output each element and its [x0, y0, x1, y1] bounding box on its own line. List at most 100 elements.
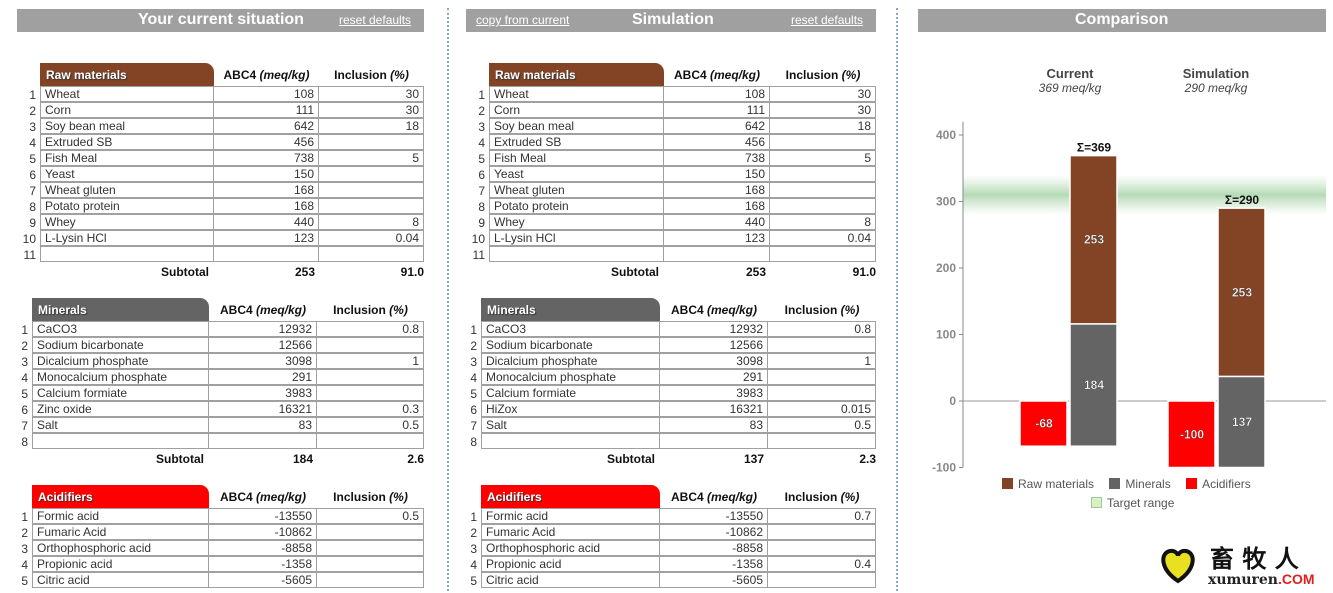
legend-label: Raw materials — [1018, 477, 1095, 491]
inclusion-input[interactable]: 0.8 — [317, 321, 424, 337]
inclusion-input[interactable]: 18 — [770, 118, 876, 134]
row-number: 4 — [21, 371, 28, 385]
raw-header-title: Raw materials — [489, 63, 664, 87]
inclusion-input[interactable] — [317, 572, 424, 588]
inclusion-input[interactable]: 0.3 — [317, 401, 424, 417]
inclusion-input[interactable] — [319, 166, 424, 182]
current-reset-defaults-link[interactable]: reset defaults — [339, 13, 412, 27]
inclusion-input[interactable]: 0.04 — [770, 230, 876, 246]
y-tick-label: 200 — [936, 261, 956, 275]
comparison-header: Comparison — [918, 9, 1326, 32]
inclusion-input[interactable]: 0.5 — [768, 417, 876, 433]
simulation-reset-defaults-link[interactable]: reset defaults — [791, 13, 864, 27]
abc4-label: ABC4 — [219, 490, 253, 504]
abc4-column-header: ABC4 (meq/kg) — [660, 485, 768, 509]
inclusion-input[interactable] — [317, 556, 424, 572]
inclusion-input[interactable]: 30 — [770, 86, 876, 102]
inclusion-input[interactable] — [770, 134, 876, 150]
inclusion-input[interactable]: 8 — [770, 214, 876, 230]
inclusion-input[interactable]: 0.8 — [768, 321, 876, 337]
row-number: 6 — [470, 403, 477, 417]
inclusion-input[interactable] — [770, 182, 876, 198]
inclusion-label: Inclusion — [333, 303, 386, 317]
abc4-value: 16321 — [209, 401, 317, 417]
inclusion-input[interactable] — [319, 198, 424, 214]
inclusion-input[interactable]: 0.04 — [319, 230, 424, 246]
inclusion-input[interactable]: 30 — [319, 102, 424, 118]
row-number: 2 — [470, 339, 477, 353]
inclusion-input[interactable] — [319, 246, 424, 262]
inclusion-input[interactable]: 0.7 — [768, 508, 876, 524]
inclusion-input[interactable] — [317, 369, 424, 385]
legend-minerals: Minerals — [1109, 477, 1171, 491]
inclusion-input[interactable]: 5 — [770, 150, 876, 166]
current-title: Your current situation — [138, 11, 304, 28]
row-number: 7 — [478, 184, 485, 198]
row-number: 1 — [21, 510, 28, 524]
ingredient-name-field — [481, 433, 660, 449]
ingredient-name-field: Wheat — [489, 86, 664, 102]
inclusion-input[interactable]: 30 — [319, 86, 424, 102]
inclusion-input[interactable]: 8 — [319, 214, 424, 230]
legend-label: Acidifiers — [1202, 477, 1251, 491]
table-row: 1 Wheat 108 30 — [465, 86, 876, 103]
ingredient-name-field: Dicalcium phosphate — [481, 353, 660, 369]
inclusion-input[interactable] — [768, 369, 876, 385]
inclusion-input[interactable]: 1 — [768, 353, 876, 369]
minerals-subtotal-row: Subtotal 137 2.3 — [457, 450, 876, 468]
group-total: 369 meq/kg — [1038, 81, 1102, 95]
inclusion-input[interactable] — [768, 572, 876, 588]
inclusion-input[interactable]: 0.5 — [317, 417, 424, 433]
inclusion-input[interactable]: 0.015 — [768, 401, 876, 417]
table-row: 10 L-Lysin HCl 123 0.04 — [16, 230, 424, 247]
row-number: 8 — [21, 435, 28, 449]
table-row: 8 — [457, 433, 876, 450]
inclusion-input[interactable] — [768, 433, 876, 449]
row-number: 8 — [29, 200, 36, 214]
ingredient-name-field: Sodium bicarbonate — [32, 337, 209, 353]
inclusion-input[interactable] — [319, 182, 424, 198]
table-row: 6 HiZox 16321 0.015 — [457, 401, 876, 418]
inclusion-input[interactable] — [770, 166, 876, 182]
abc4-unit: (meq/kg) — [710, 68, 761, 82]
inclusion-input[interactable]: 0.5 — [317, 508, 424, 524]
inclusion-input[interactable] — [770, 198, 876, 214]
inclusion-input[interactable] — [768, 540, 876, 556]
table-row: 3 Dicalcium phosphate 3098 1 — [8, 353, 424, 370]
abc4-value: 456 — [664, 134, 770, 150]
inclusion-input[interactable]: 30 — [770, 102, 876, 118]
table-row: 7 Salt 83 0.5 — [8, 417, 424, 434]
table-row: 11 — [16, 246, 424, 263]
y-tick-label: 100 — [936, 328, 956, 342]
copy-from-current-link[interactable]: copy from current — [476, 13, 570, 27]
inclusion-input[interactable] — [317, 433, 424, 449]
inclusion-input[interactable] — [317, 540, 424, 556]
ingredient-name-field: Orthophosphoric acid — [32, 540, 209, 556]
inclusion-input[interactable]: 18 — [319, 118, 424, 134]
table-row: 8 Potato protein 168 — [16, 198, 424, 215]
inclusion-input[interactable] — [317, 385, 424, 401]
inclusion-input[interactable]: 5 — [319, 150, 424, 166]
inclusion-input[interactable]: 1 — [317, 353, 424, 369]
table-row: 8 — [8, 433, 424, 450]
table-row: 1 Wheat 108 30 — [16, 86, 424, 103]
row-number: 2 — [478, 104, 485, 118]
raw-subtotal-row: Subtotal 253 91.0 — [465, 263, 876, 281]
svg-text:xumuren.COM: xumuren.COM — [1208, 571, 1315, 588]
inclusion-input[interactable] — [317, 524, 424, 540]
inclusion-input[interactable] — [768, 337, 876, 353]
inclusion-input[interactable] — [770, 246, 876, 262]
row-number: 2 — [21, 339, 28, 353]
abc4-value: 291 — [660, 369, 768, 385]
row-number: 2 — [21, 526, 28, 540]
current-raw-table: Raw materials ABC4 (meq/kg) Inclusion (%) 1… — [16, 63, 424, 281]
inclusion-input[interactable] — [319, 134, 424, 150]
inclusion-input[interactable] — [317, 337, 424, 353]
abc4-value: -5605 — [660, 572, 768, 588]
inclusion-input[interactable] — [768, 385, 876, 401]
table-row: 9 Whey 440 8 — [16, 214, 424, 231]
ingredient-name-field: Wheat gluten — [40, 182, 214, 198]
table-row: 4 Monocalcium phosphate 291 — [8, 369, 424, 386]
inclusion-input[interactable]: 0.4 — [768, 556, 876, 572]
inclusion-input[interactable] — [768, 524, 876, 540]
